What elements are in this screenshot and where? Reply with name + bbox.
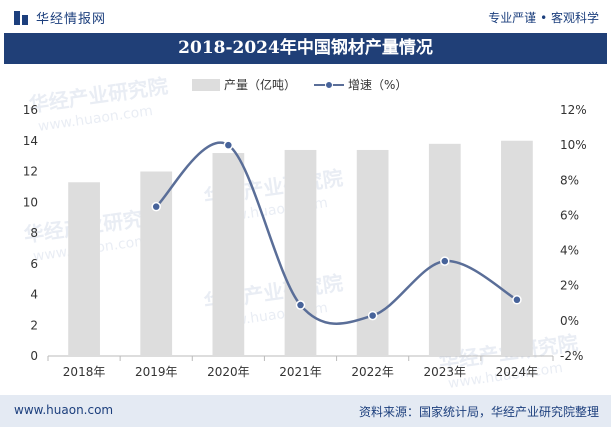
x-tick-label: 2023年 — [424, 365, 467, 379]
legend-bar-swatch — [192, 79, 220, 91]
brand[interactable]: 华经情报网 — [14, 8, 106, 27]
bar — [68, 182, 100, 356]
brand-name: 华经情报网 — [36, 12, 107, 27]
chart-axes: 0 2 4 6 8 10 12 14 16 -2% 0% 2% 4% 6% 8% 10% 12% 2018年 201… — [23, 103, 587, 379]
chart-area: 华经产业研究院 www.huaon.com 华经产业研究院 www.huaon.com… — [0, 64, 611, 395]
y-right-tick-label: 8% — [560, 173, 579, 187]
line-series — [151, 140, 522, 325]
x-tick-label: 2020年 — [207, 365, 250, 379]
bar — [212, 153, 245, 356]
y-left-tick-label: 6 — [30, 257, 38, 271]
y-left-tick-label: 4 — [30, 288, 38, 302]
footer-bar: www.huaon.com 资料来源：国家统计局，华经产业研究院整理 — [0, 395, 611, 427]
bar — [356, 149, 389, 356]
y-right-tick-label: 2% — [560, 279, 579, 293]
site-url[interactable]: www.huaon.com — [14, 403, 114, 417]
legend-line-label: 增速（%） — [348, 78, 407, 92]
y-left-tick-label: 10 — [23, 195, 38, 209]
combo-chart: 华经产业研究院www.huaon.com华经产业研究院www.huaon.com… — [22, 74, 587, 392]
y-right-tick-label: 6% — [560, 208, 579, 222]
data-source: 资料来源：国家统计局，华经产业研究院整理 — [358, 405, 599, 419]
title-bar: 2018-2024年中国钢材产量情况 — [4, 33, 607, 64]
legend-bar-label: 产量（亿吨） — [224, 77, 296, 92]
x-tick-label: 2024年 — [496, 365, 539, 379]
y-right-tick-label: 0% — [560, 314, 579, 328]
y-left-tick-label: 14 — [23, 134, 38, 148]
x-tick-label: 2018年 — [63, 365, 106, 379]
x-tick-label: 2022年 — [351, 365, 394, 379]
slogan: 专业严谨 • 客观科学 — [488, 11, 599, 25]
chart-title: 2018-2024年中国钢材产量情况 — [178, 38, 433, 58]
bar — [140, 171, 173, 356]
y-left-tick-label: 0 — [30, 349, 38, 363]
growth-point — [440, 256, 450, 266]
growth-point — [367, 310, 378, 321]
growth-point — [223, 140, 234, 150]
y-right-tick-label: 4% — [560, 244, 579, 258]
y-right-tick-label: 10% — [560, 138, 587, 152]
top-bar: 华经情报网 专业严谨 • 客观科学 — [0, 0, 611, 32]
growth-point — [512, 295, 522, 305]
chart-legend: 产量（亿吨） 增速（%） — [192, 77, 407, 92]
y-left-tick-label: 2 — [30, 318, 38, 332]
y-left-tick-label: 16 — [23, 103, 38, 117]
bar — [428, 143, 461, 356]
bar-series — [68, 140, 533, 356]
x-tick-label: 2019年 — [135, 365, 178, 379]
y-left-tick-label: 12 — [23, 165, 38, 179]
y-right-tick-label: 12% — [560, 103, 587, 117]
legend-line-marker — [325, 81, 333, 89]
brand-logo-icon — [14, 10, 30, 25]
y-right-tick-label: -2% — [560, 349, 583, 363]
bar — [501, 140, 533, 356]
x-tick-label: 2021年 — [279, 365, 322, 379]
growth-point — [295, 300, 306, 310]
y-left-tick-label: 8 — [30, 226, 38, 240]
bar — [284, 149, 317, 356]
growth-point — [151, 201, 161, 212]
